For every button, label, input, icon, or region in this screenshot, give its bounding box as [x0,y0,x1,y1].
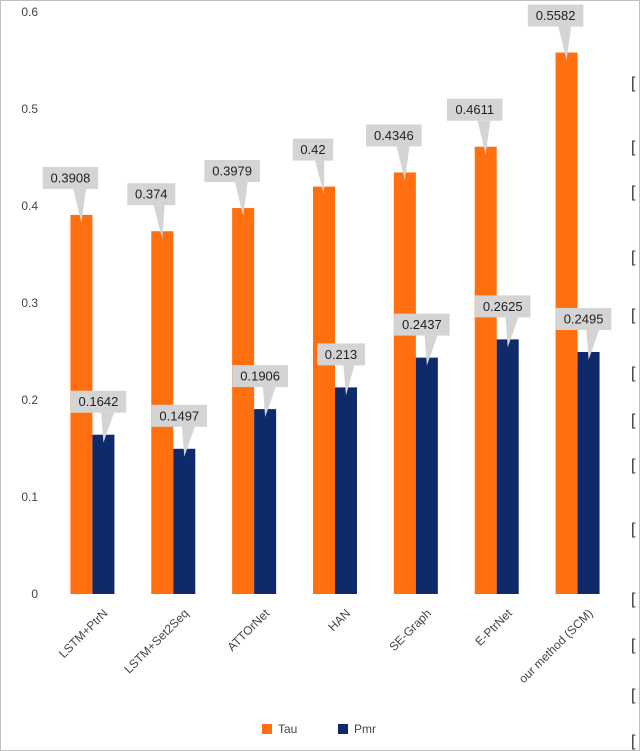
bar-pmr [496,339,519,594]
edge-bracket: [ [631,184,636,201]
edge-bracket: [ [631,307,636,324]
data-callout-box [527,4,584,27]
data-label: 0.213 [325,347,358,362]
y-tick-label: 0.2 [21,393,38,407]
edge-bracket: [ [631,687,636,704]
data-label: 0.42 [300,142,325,157]
edge-bracket: [ [631,637,636,654]
bar-pmr [415,357,438,594]
data-label: 0.5582 [536,8,576,23]
bar-pmr [254,409,277,594]
edge-bracket: [ [631,457,636,474]
data-callout-box [204,160,260,183]
data-callout-pointer [315,160,325,195]
data-callout-box [70,390,127,413]
data-callout-pointer [234,182,248,217]
data-label: 0.3979 [212,164,252,179]
edge-bracket: [ [631,412,636,429]
data-label: 0.374 [135,187,168,202]
legend-label-pmr: Pmr [354,722,376,736]
data-label: 0.3908 [51,170,91,185]
x-category-label: SE-Graph [386,606,434,654]
data-callout-pointer [153,205,165,240]
legend-swatch-tau [262,724,272,734]
x-category-label: ATTOrNet [224,606,272,654]
data-callout-pointer [505,317,519,348]
data-callout-pointer [396,146,410,181]
data-callout-pointer [558,26,572,61]
data-callout-pointer [586,329,600,360]
data-callout-box [151,404,208,427]
data-label: 0.2437 [402,317,442,332]
data-callout-box [446,98,503,121]
data-callout-box [42,166,99,189]
data-label: 0.1906 [240,369,280,384]
bar-pmr [173,448,196,594]
bar-pmr [92,434,115,594]
edge-bracket: [ [631,733,636,750]
bar-tau [474,146,497,594]
x-category-label: LSTM+Set2Seq [121,606,191,676]
data-callout-box [292,138,334,161]
legend-swatch-pmr [338,724,348,734]
bar-pmr [577,351,600,594]
y-tick-label: 0.1 [21,490,38,504]
data-callout-box [394,313,450,336]
x-category-label: E-PtrNet [472,606,515,649]
data-label: 0.4346 [374,128,414,143]
x-category-label: HAN [325,606,353,634]
y-tick-label: 0 [31,587,38,601]
bar-tau [313,186,335,594]
x-category-label: LSTM+PtrN [56,606,110,660]
y-tick-label: 0.6 [21,5,38,19]
data-callout-box [232,365,288,388]
x-category-label: our method (SCM) [516,606,596,686]
data-label: 0.2625 [483,299,523,314]
edge-bracket: [ [631,591,636,608]
data-callout-box [474,295,531,318]
data-callout-pointer [101,412,114,443]
data-callout-pointer [424,335,438,366]
data-callout-box [127,183,176,206]
data-callout-pointer [477,120,491,155]
legend-label-tau: Tau [278,722,297,736]
data-callout-box [366,124,422,147]
data-callout-pointer [182,426,195,457]
data-label: 0.2495 [564,311,604,326]
edge-bracket: [ [631,249,636,266]
data-label: 0.1642 [79,394,119,409]
bar-pmr [335,387,357,594]
y-tick-label: 0.4 [21,199,38,213]
edge-bracket: [ [631,139,636,156]
data-callout-pointer [262,387,276,418]
data-label: 0.4611 [455,102,494,117]
edge-bracket: [ [631,521,636,538]
data-label: 0.1497 [159,408,199,423]
data-callout-pointer [343,365,355,396]
data-callout-pointer [73,188,86,223]
edge-bracket: [ [631,75,636,92]
edge-bracket: [ [631,365,636,382]
data-callout-box [555,307,612,330]
y-tick-label: 0.5 [21,102,38,116]
bar-tau [393,172,416,595]
y-tick-label: 0.3 [21,296,38,310]
data-callout-box [317,343,365,366]
bar-tau [232,208,255,595]
